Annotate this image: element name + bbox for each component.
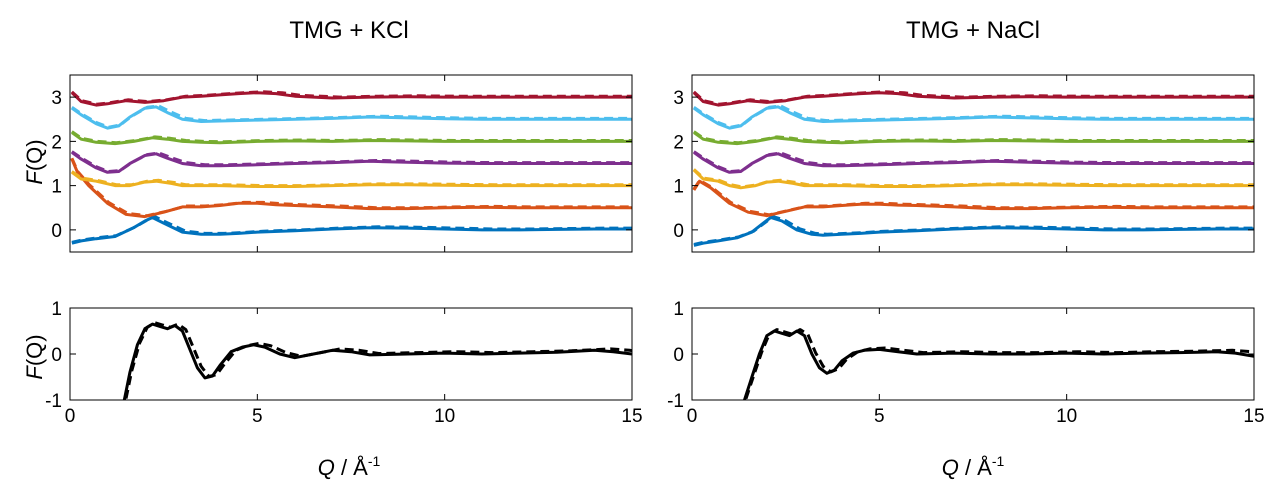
x-tick-label: 5 [874,406,885,427]
y-tick-label: 1 [51,177,62,198]
series-dashed-1 [124,321,632,399]
xlabel-kcl: Q / Å-1 [318,453,381,480]
y-tick-label: 3 [51,88,62,109]
series-line-7 [692,91,1254,107]
series-line-4 [71,151,632,174]
y-tick-label: 0 [673,345,684,366]
x-tick-label: 10 [434,406,455,427]
series-group [70,90,632,245]
y-tick-label: 1 [51,299,62,320]
series-line-6 [693,105,1254,130]
y-tick-label: 3 [673,88,684,109]
y-tick-label: 0 [51,345,62,366]
series-group [743,328,1254,400]
x-tick-label: 0 [687,406,698,427]
x-tick-label: 15 [1243,406,1264,427]
x-tick-label: 5 [252,406,263,427]
panel-3: 0 5 10 15-101 [45,299,642,427]
x-tick-label: 0 [65,406,76,427]
ylabel-top: F(Q) [22,139,47,184]
series-line-2 [70,158,632,219]
y-tick-label: -1 [45,391,62,412]
series-group [692,90,1254,247]
axes-box [69,74,633,253]
x-tick-label: 10 [1056,406,1077,427]
x-tick-label: 15 [621,406,642,427]
y-tick-label: 0 [673,221,684,242]
panel-title-nacl: TMG + NaCl [906,17,1040,44]
series-line-1 [743,329,1254,400]
series-line-1 [122,322,632,400]
y-tick-label: 1 [673,299,684,320]
series-line-1 [71,216,632,245]
xlabel-nacl: Q / Å-1 [942,453,1005,480]
ylabel-bottom: F(Q) [22,334,47,379]
series-dashed-1 [744,328,1254,400]
series-line-5 [71,131,632,146]
series-line-7 [70,91,632,107]
y-tick-label: 0 [51,221,62,242]
panel-4: 0 5 10 15-101 [667,299,1264,427]
series-line-3 [692,169,1254,190]
y-tick-label: -1 [667,391,684,412]
panel-2: 0 1 2 3 [673,74,1255,253]
series-line-6 [71,105,632,130]
y-tick-label: 1 [673,177,684,198]
panel-title-kcl: TMG + KCl [289,17,408,44]
series-group [122,321,632,400]
axes-box [691,74,1255,253]
series-line-5 [693,131,1254,146]
series-line-3 [71,171,632,188]
panel-1: 0 1 2 3 [51,74,633,253]
series-line-4 [693,151,1254,174]
series-line-2 [692,179,1254,218]
axes-box [69,307,633,401]
y-tick-label: 2 [673,132,684,153]
series-line-1 [693,216,1254,247]
y-tick-label: 2 [51,132,62,153]
